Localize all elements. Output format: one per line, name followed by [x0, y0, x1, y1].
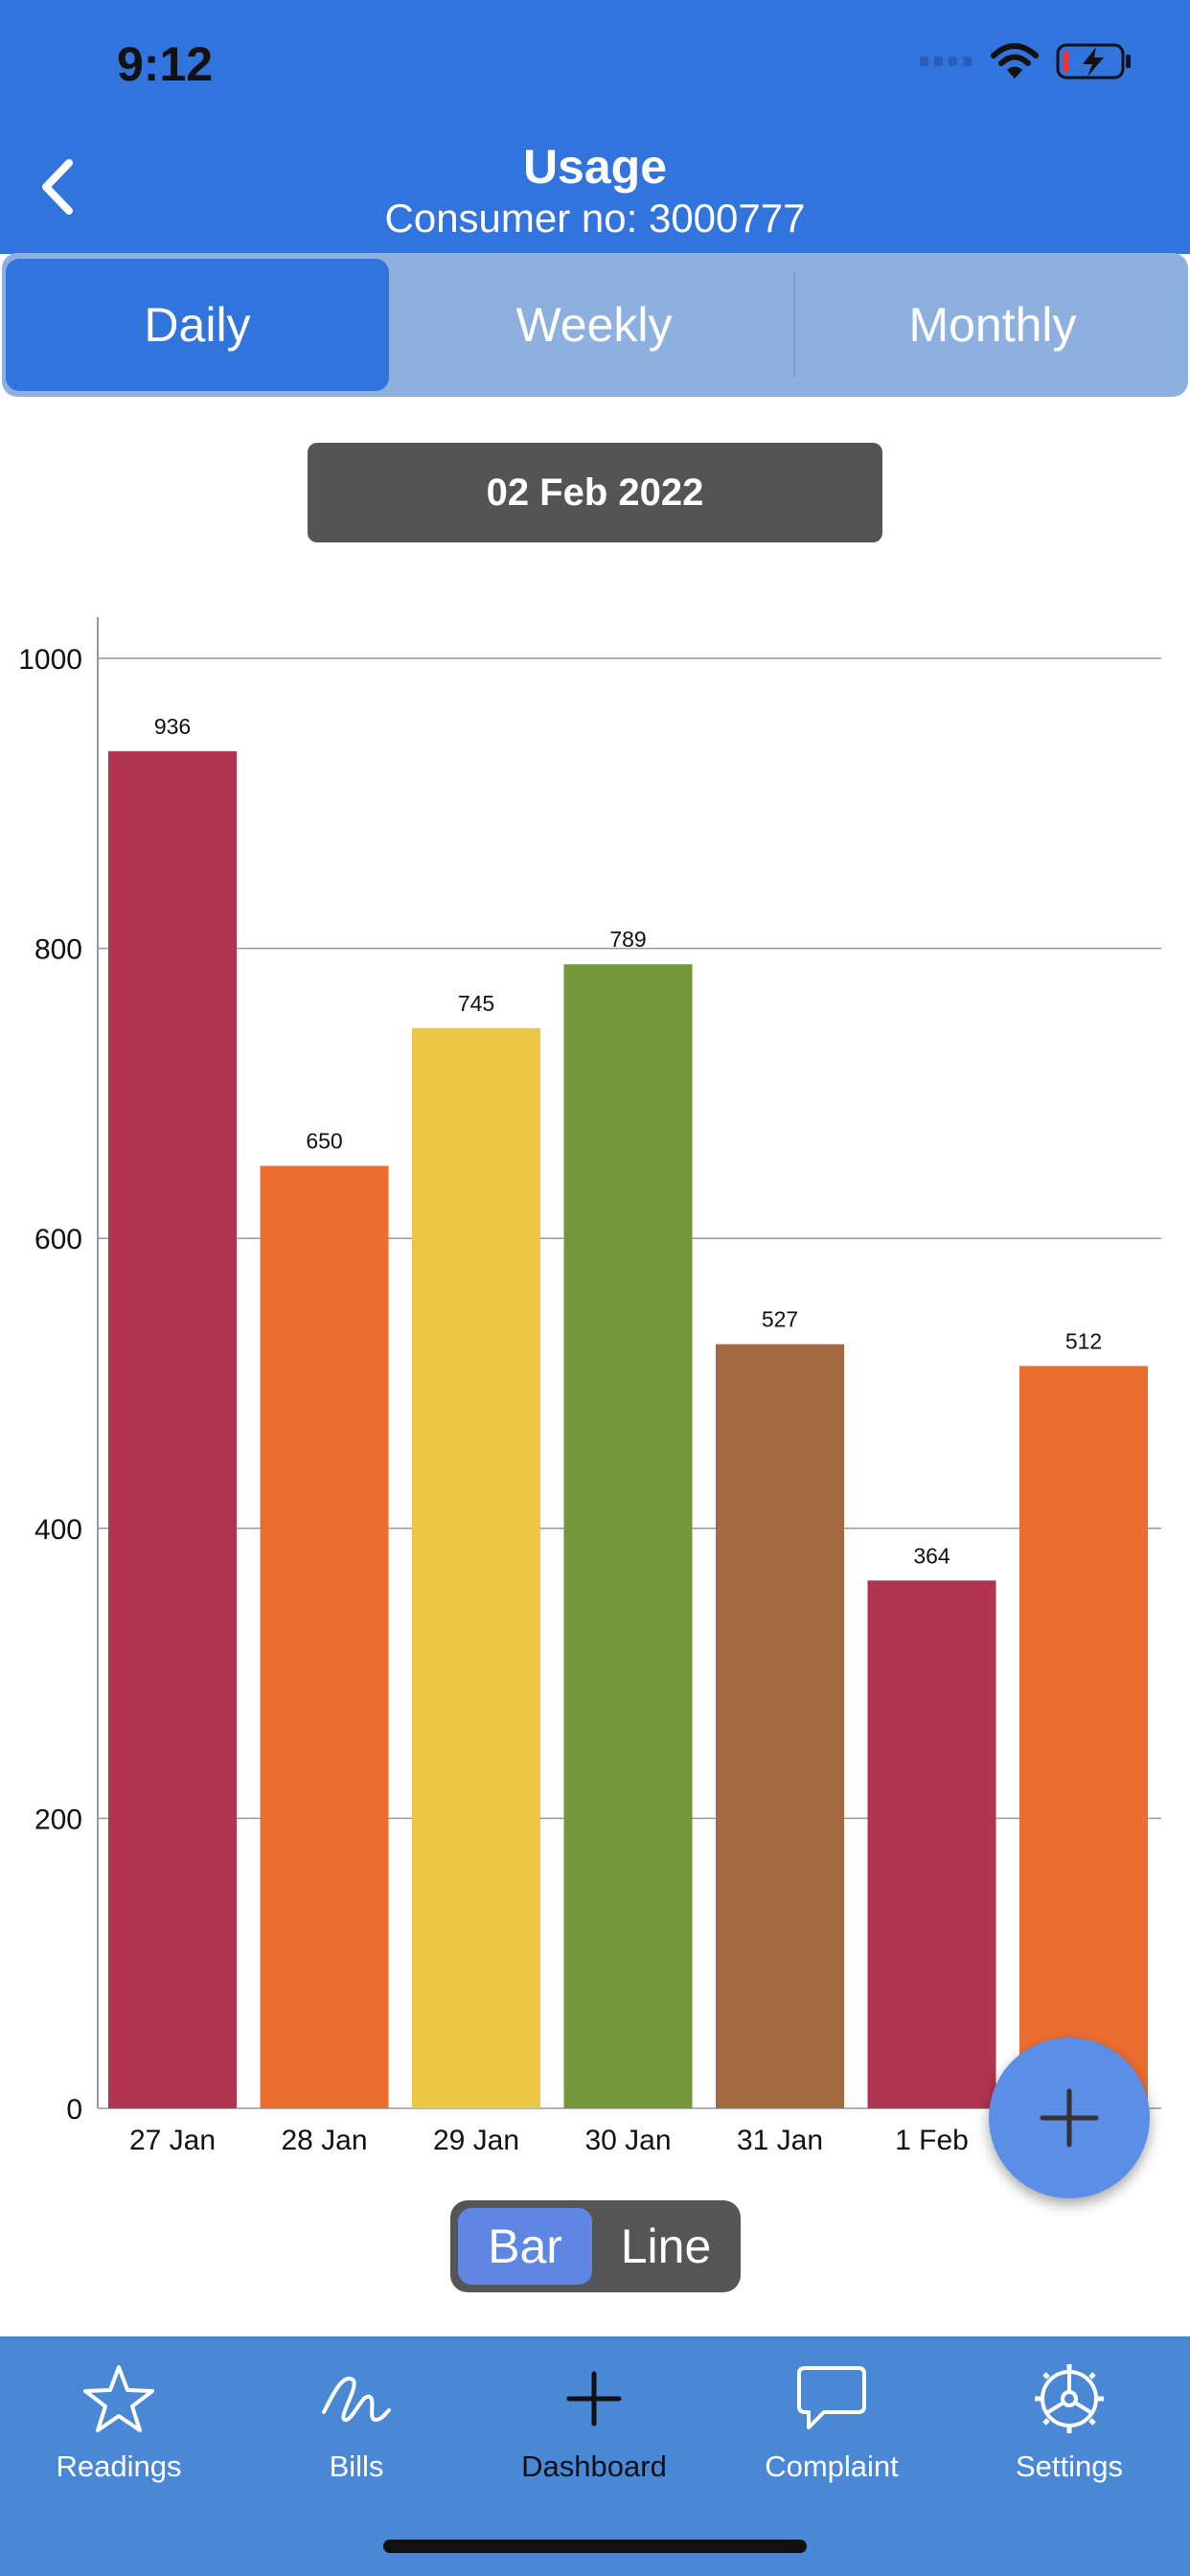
- x-tick-label: 1 Feb: [895, 2125, 969, 2156]
- nav-dashboard[interactable]: Dashboard: [475, 2356, 713, 2518]
- data-label: 789: [609, 927, 646, 952]
- data-label: 527: [762, 1307, 798, 1332]
- status-icons: [920, 42, 1133, 80]
- tab-monthly[interactable]: Monthly: [908, 298, 1077, 352]
- battery-charging-icon: [1056, 43, 1131, 80]
- nav-bills-label: Bills: [329, 2450, 384, 2483]
- data-label: 745: [458, 991, 494, 1016]
- data-label: 364: [913, 1543, 950, 1568]
- bar: [412, 1027, 540, 2108]
- usage-bar-chart: 0 200 400 600 800 1000 936 27 Jan 650 28 Jan 745 29…: [18, 617, 1161, 2156]
- y-tick-label: 400: [34, 1514, 82, 1546]
- y-tick-label: 0: [66, 2094, 82, 2126]
- period-tabs: Daily Weekly Monthly: [2, 253, 1188, 397]
- nav-complaint[interactable]: Complaint: [713, 2356, 950, 2518]
- home-indicator: [383, 2540, 807, 2553]
- bar: [260, 1165, 389, 2108]
- back-button[interactable]: [29, 153, 86, 220]
- chat-bubble-icon: [797, 2366, 866, 2429]
- x-tick-label: 31 Jan: [737, 2125, 823, 2156]
- x-tick-label: 28 Jan: [281, 2125, 367, 2156]
- bar: [108, 750, 237, 2108]
- nav-complaint-label: Complaint: [765, 2450, 899, 2483]
- y-tick-label: 600: [34, 1224, 82, 1255]
- bar: [1019, 1366, 1148, 2108]
- bar: [867, 1580, 996, 2108]
- chevron-left-icon: [42, 159, 73, 215]
- chart-type-toggle: Bar Line: [450, 2200, 741, 2292]
- status-time: 9:12: [117, 37, 214, 91]
- tab-daily[interactable]: Daily: [6, 259, 389, 391]
- signature-icon: [322, 2376, 391, 2423]
- y-tick-label: 200: [34, 1804, 82, 1835]
- cellular-signal-icon: [920, 57, 972, 66]
- line-option[interactable]: Line: [620, 2220, 712, 2273]
- bottom-navigation: Readings Bills Dashboard Complaint: [0, 2336, 1190, 2576]
- date-picker-button[interactable]: 02 Feb 2022: [308, 443, 882, 542]
- y-tick-label: 1000: [18, 644, 82, 676]
- data-label: 936: [154, 714, 191, 739]
- bar: [716, 1344, 844, 2108]
- star-icon: [83, 2365, 154, 2432]
- add-reading-fab[interactable]: [989, 2037, 1150, 2198]
- nav-dashboard-label: Dashboard: [521, 2450, 667, 2483]
- nav-settings[interactable]: Settings: [950, 2356, 1188, 2518]
- bar-option[interactable]: Bar: [458, 2208, 592, 2285]
- page-title: Usage: [522, 140, 668, 194]
- bar: [563, 964, 693, 2108]
- header-bar: 9:12 Usage Consumer no: 3000777: [0, 0, 1190, 254]
- data-label: 650: [306, 1129, 342, 1154]
- x-tick-label: 30 Jan: [584, 2125, 671, 2156]
- nav-readings-label: Readings: [56, 2450, 182, 2483]
- x-tick-label: 29 Jan: [433, 2125, 519, 2156]
- tab-divider: [793, 272, 795, 378]
- nav-settings-label: Settings: [1015, 2450, 1123, 2483]
- tab-weekly[interactable]: Weekly: [515, 298, 673, 352]
- gear-icon: [1035, 2364, 1104, 2433]
- plus-icon: [566, 2371, 622, 2426]
- nav-bills[interactable]: Bills: [238, 2356, 475, 2518]
- x-tick-label: 27 Jan: [129, 2125, 216, 2156]
- y-tick-label: 800: [34, 934, 82, 966]
- nav-readings[interactable]: Readings: [0, 2356, 238, 2518]
- wifi-icon: [991, 43, 1039, 79]
- plus-icon: [1040, 2088, 1099, 2148]
- data-label: 512: [1065, 1328, 1102, 1353]
- consumer-number: Consumer no: 3000777: [384, 196, 806, 241]
